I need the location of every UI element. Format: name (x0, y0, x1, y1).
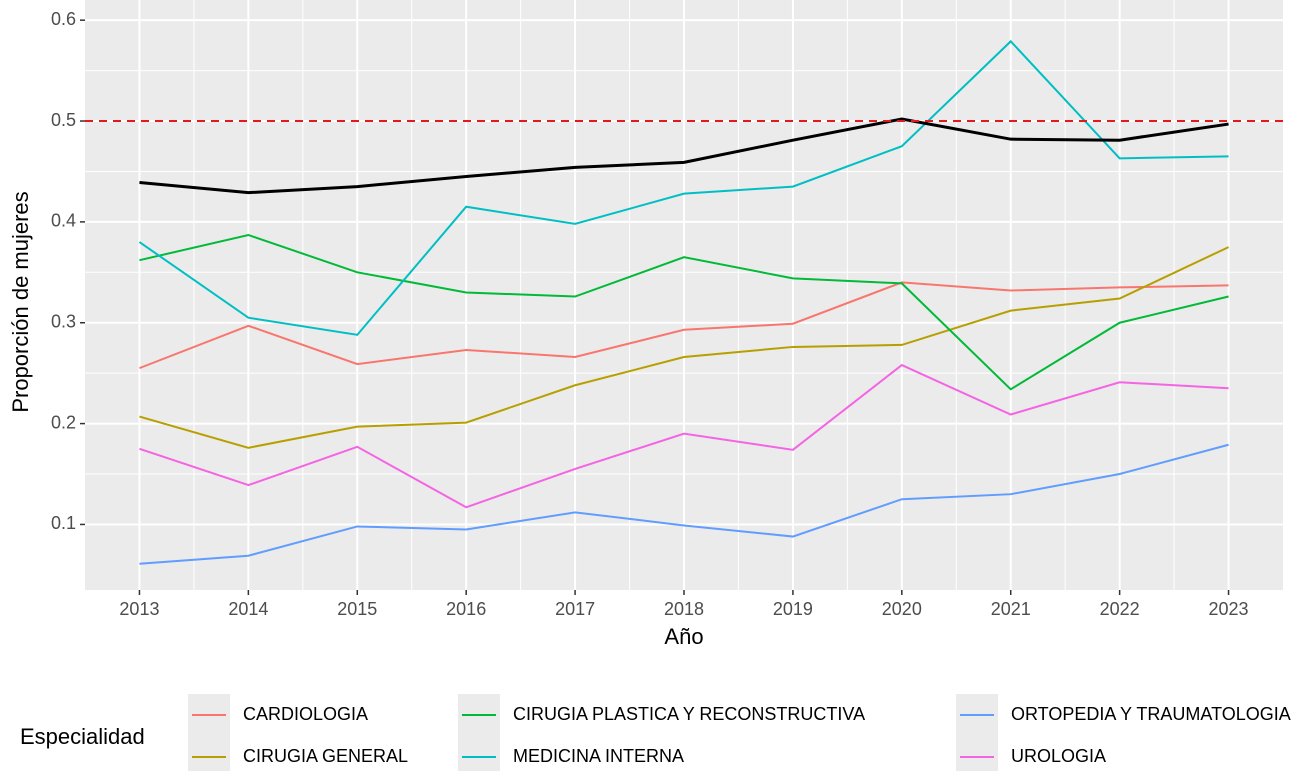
x-tick-label: 2021 (991, 599, 1031, 619)
y-tick-label: 0.3 (51, 311, 76, 331)
series-line (139, 233, 1229, 391)
legend-label: MEDICINA INTERNA (513, 746, 684, 766)
y-tick-label: 0.6 (51, 9, 76, 29)
legend-label: CIRUGIA PLASTICA Y RECONSTRUCTIVA (513, 704, 865, 724)
x-axis-label: Año (664, 624, 703, 649)
series-line (138, 39, 1229, 336)
x-tick-label: 2014 (228, 599, 268, 619)
y-tick-label: 0.1 (51, 513, 76, 533)
x-tick-label: 2013 (119, 599, 159, 619)
x-tick-label: 2020 (882, 599, 922, 619)
y-tick-label: 0.5 (51, 110, 76, 130)
x-tick-label: 2023 (1209, 599, 1249, 619)
y-tick-label: 0.4 (51, 211, 76, 231)
x-tick-label: 2019 (773, 599, 813, 619)
legend-label: ORTOPEDIA Y TRAUMATOLOGIA (1011, 704, 1291, 724)
legend-label: CARDIOLOGIA (243, 704, 368, 724)
x-tick-label: 2017 (555, 599, 595, 619)
series-line (139, 443, 1229, 565)
legend-key-bg (458, 736, 500, 771)
x-tick-label: 2018 (664, 599, 704, 619)
legend-label: CIRUGIA GENERAL (243, 746, 408, 766)
x-tick-label: 2022 (1100, 599, 1140, 619)
series-line (139, 246, 1229, 449)
legend-label: UROLOGIA (1011, 746, 1106, 766)
y-axis-label: Proporción de mujeres (8, 191, 33, 412)
x-tick-label: 2016 (446, 599, 486, 619)
x-tick-label: 2015 (337, 599, 377, 619)
series-line (139, 117, 1229, 195)
y-tick-label: 0.2 (51, 412, 76, 432)
series-line (139, 281, 1229, 370)
series-line (139, 363, 1229, 509)
legend-title: Especialidad (20, 724, 145, 749)
legend-key-bg (188, 736, 230, 771)
legend-key-bg (956, 736, 998, 771)
